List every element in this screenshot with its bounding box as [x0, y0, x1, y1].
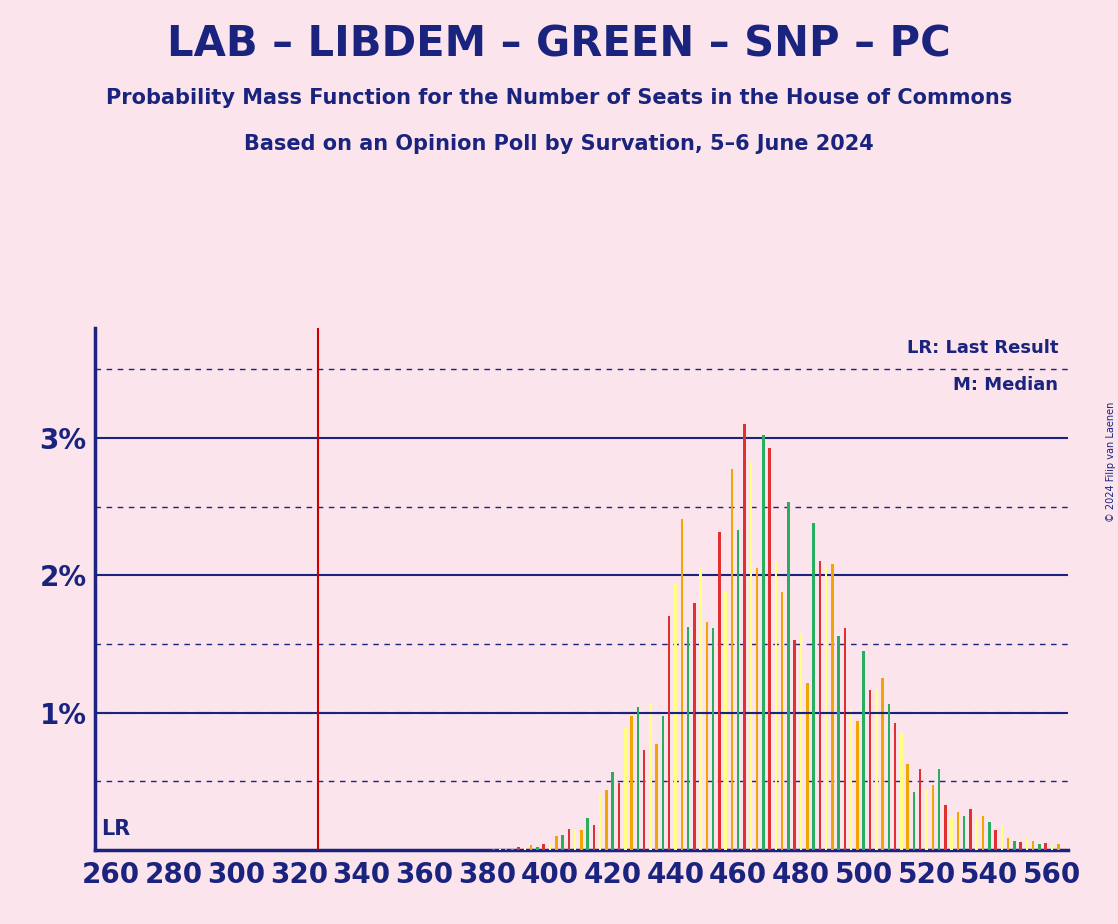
Bar	[768, 448, 771, 850]
Bar	[724, 591, 727, 850]
Bar	[919, 769, 921, 850]
Bar	[1001, 826, 1003, 850]
Bar	[612, 772, 614, 850]
Text: Based on an Opinion Poll by Survation, 5–6 June 2024: Based on an Opinion Poll by Survation, 5…	[244, 134, 874, 154]
Bar	[1057, 845, 1060, 850]
Bar	[756, 568, 758, 850]
Bar	[574, 831, 577, 850]
Bar	[542, 844, 544, 850]
Bar	[593, 825, 595, 850]
Bar	[1044, 844, 1046, 850]
Bar	[1039, 845, 1041, 850]
Bar	[894, 723, 897, 850]
Bar	[568, 829, 570, 850]
Bar	[705, 622, 708, 850]
Bar	[731, 469, 733, 850]
Bar	[806, 683, 808, 850]
Text: LR: LR	[102, 819, 131, 839]
Bar	[549, 843, 551, 850]
Bar	[718, 532, 721, 850]
Bar	[631, 716, 633, 850]
Bar	[650, 704, 652, 850]
Bar	[844, 628, 846, 850]
Bar	[762, 434, 765, 850]
Bar	[944, 805, 947, 850]
Bar	[561, 835, 563, 850]
Bar	[856, 721, 859, 850]
Bar	[963, 816, 966, 850]
Bar	[743, 424, 746, 850]
Bar	[982, 816, 984, 850]
Bar	[1013, 841, 1015, 850]
Bar	[825, 565, 827, 850]
Bar	[618, 784, 620, 850]
Bar	[499, 849, 501, 850]
Bar	[931, 785, 934, 850]
Bar	[862, 651, 865, 850]
Bar	[681, 519, 683, 850]
Bar	[794, 640, 796, 850]
Bar	[813, 523, 815, 850]
Bar	[586, 818, 589, 850]
Bar	[686, 627, 690, 850]
Bar	[1051, 846, 1053, 850]
Bar	[975, 817, 978, 850]
Bar	[888, 704, 890, 850]
Bar	[775, 561, 777, 850]
Bar	[875, 689, 878, 850]
Bar	[574, 849, 577, 850]
Bar	[950, 817, 953, 850]
Bar	[912, 792, 916, 850]
Bar	[580, 830, 582, 850]
Bar	[907, 763, 909, 850]
Bar	[737, 530, 739, 850]
Bar	[555, 836, 558, 850]
Bar	[667, 615, 671, 850]
Bar	[1020, 842, 1022, 850]
Bar	[511, 849, 513, 850]
Bar	[881, 678, 884, 850]
Bar	[700, 566, 702, 850]
Bar	[599, 793, 601, 850]
Text: LR: Last Result: LR: Last Result	[907, 339, 1059, 357]
Bar	[831, 565, 834, 850]
Bar	[1007, 838, 1010, 850]
Bar	[994, 830, 997, 850]
Bar	[674, 584, 676, 850]
Bar	[530, 845, 532, 850]
Bar	[537, 846, 539, 850]
Bar	[988, 822, 991, 850]
Bar	[787, 503, 789, 850]
Bar	[837, 636, 840, 850]
Bar	[799, 633, 803, 850]
Bar	[693, 603, 695, 850]
Bar	[957, 812, 959, 850]
Bar	[780, 591, 784, 850]
Text: Probability Mass Function for the Number of Seats in the House of Commons: Probability Mass Function for the Number…	[106, 88, 1012, 108]
Bar	[643, 749, 645, 850]
Bar	[518, 847, 520, 850]
Bar	[900, 733, 902, 850]
Bar	[926, 790, 928, 850]
Bar	[655, 744, 657, 850]
Bar	[1032, 841, 1034, 850]
Bar	[850, 709, 852, 850]
Text: © 2024 Filip van Laenen: © 2024 Filip van Laenen	[1106, 402, 1116, 522]
Bar	[605, 790, 608, 850]
Bar	[505, 849, 508, 850]
Bar	[869, 690, 871, 850]
Bar	[749, 462, 752, 850]
Bar	[1025, 837, 1029, 850]
Bar	[818, 561, 821, 850]
Bar	[662, 716, 664, 850]
Bar	[636, 707, 639, 850]
Text: LAB – LIBDEM – GREEN – SNP – PC: LAB – LIBDEM – GREEN – SNP – PC	[167, 23, 951, 65]
Bar	[969, 809, 972, 850]
Bar	[938, 769, 940, 850]
Bar	[712, 628, 714, 850]
Bar	[624, 728, 626, 850]
Text: M: Median: M: Median	[954, 376, 1059, 395]
Bar	[523, 846, 527, 850]
